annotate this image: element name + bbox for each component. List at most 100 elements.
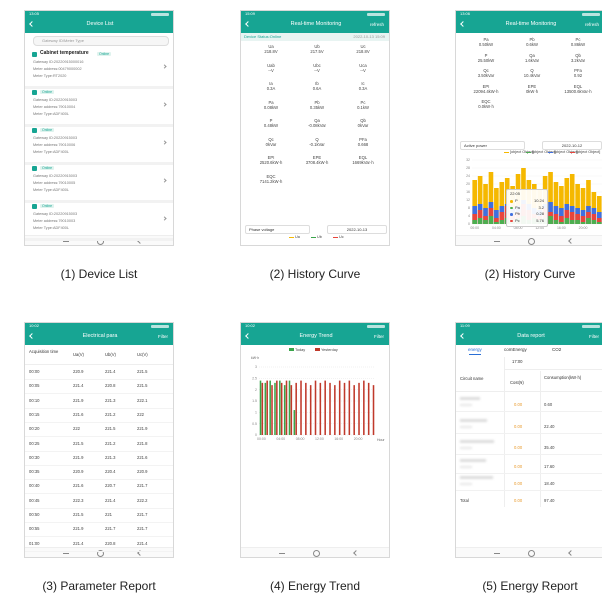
legend-swatch [311,236,316,238]
param-value: 0.3A [358,86,368,91]
param-value: 0.3A [266,86,276,91]
device-detail: Meter address:00479000002 [33,67,82,71]
header-action[interactable]: Filter [589,334,599,339]
device-item[interactable]: Cabinet temperature Online Gateway ID:2022… [25,49,173,89]
blurred-name [460,459,486,462]
param-label: Uca [359,62,367,68]
blurred-name [460,476,493,479]
header-action[interactable]: refresh [584,22,599,27]
table-cell: 221.4 [73,540,84,546]
table-cell: 222.3 [73,497,84,503]
param-label: Qa [529,52,535,58]
table-cell: 221.6 [73,411,84,417]
chevron [162,64,167,69]
x-tick-label: 04:00 [492,226,501,230]
status-badge: Online [40,127,55,132]
param-label: Pb [314,99,320,105]
param-value: 218.8V [264,49,278,54]
table-cell: 00:45 [29,497,40,503]
table-cell: 00:25 [29,440,40,446]
param-label: Ib [315,81,319,86]
divider-h [456,391,602,392]
bar [353,385,355,435]
param-label: Qc [268,136,274,142]
param-value: 1.6kVar [524,57,540,63]
y-axis-label: kW·h [251,356,259,360]
device-item[interactable]: Online Gateway ID:20220915003 Meter addres… [25,87,173,127]
device-item[interactable]: Online Gateway ID:20220915003 Meter addres… [25,201,173,241]
param-label: Q [315,136,319,142]
tab[interactable]: CO2 [552,347,562,352]
tab[interactable]: comEnergy [504,347,527,352]
date-picker[interactable]: 2022-10-13 [327,225,387,234]
timestamp: 2022-10-13 15:09 [353,34,385,39]
param-value: 0.35kW [309,104,325,110]
device-item[interactable]: Online Gateway ID:20220915003 Meter addres… [25,163,173,203]
bar [343,382,346,435]
device-item[interactable]: Online Gateway ID:20220915003 Meter addres… [25,125,173,165]
selector[interactable]: Active power [460,141,525,150]
param-label: Pc [575,37,581,42]
status-badge: Online [40,165,55,170]
bar [309,385,312,435]
phone-screen: 13:05 Device List Gateway ID/Meter Type Cab… [24,10,174,246]
header-action[interactable]: refresh [369,22,384,27]
app-header [241,11,389,33]
table-cell: 221.9 [73,397,84,403]
phone-screen: 10:02 Energy Trend Filter Today Yesterday kW·… [240,322,390,558]
total-cost: 0.00 [514,498,523,503]
blurred-name [460,404,472,406]
device-detail: Meter Type:ADF400L [33,188,70,192]
param-value: -0.1kVar [309,141,325,147]
search-placeholder: Gateway ID/Meter Type [42,37,84,43]
blurred-name [460,483,472,485]
param-value: 22094.4kW·h [473,88,499,94]
bar [569,220,575,224]
bar [580,216,586,224]
bar [483,220,488,224]
divider-h [456,454,602,455]
header-action[interactable]: Filter [374,334,384,339]
bar [488,216,494,224]
tab[interactable]: energy [468,347,482,352]
legend-swatch [289,348,294,351]
legend-label: Ua [295,235,300,239]
page-title: Electrical para [82,333,118,339]
x-tick-label: 12:00 [315,437,324,441]
selector[interactable]: Phase voltage [245,225,310,234]
bar [472,220,478,224]
device-icon [32,52,37,57]
table-cell: 220.9 [73,469,84,475]
table-cell: 222.1 [137,397,148,403]
bar [596,218,602,224]
param-label: EPI [482,83,490,89]
consumption-cell: 22.40 [544,424,555,429]
search-box[interactable]: Gateway ID/Meter Type [33,36,169,46]
bar [372,385,375,435]
bar [596,222,602,224]
header-action[interactable]: Filter [158,334,168,339]
param-label: Ua [268,44,274,49]
legend-swatch [289,236,294,238]
device-detail: Meter Type:ADF400L [33,226,70,230]
tooltip-dot [510,213,513,216]
param-label: P [269,118,273,123]
date-picker[interactable]: 2022-10-12 [542,141,602,150]
caption: (1) Device List [60,267,138,281]
bar [259,380,262,435]
legend-label: [object Object] [576,150,601,154]
divider-h [456,411,602,412]
table-cell: 00:35 [29,469,40,475]
param-label: P [484,52,488,58]
table-cell: 222 [73,426,80,432]
param-value: 0.08kW [263,104,279,110]
x-tick-label: 08:00 [514,226,523,230]
bar [596,196,602,224]
y-tick-label: 2.5 [252,377,257,381]
divider-v [540,371,541,507]
legend-swatch [570,151,575,153]
legend-swatch [526,151,531,153]
device-detail: Gateway ID:20220915000016 [33,60,84,64]
table-cell: 00:15 [29,411,40,417]
